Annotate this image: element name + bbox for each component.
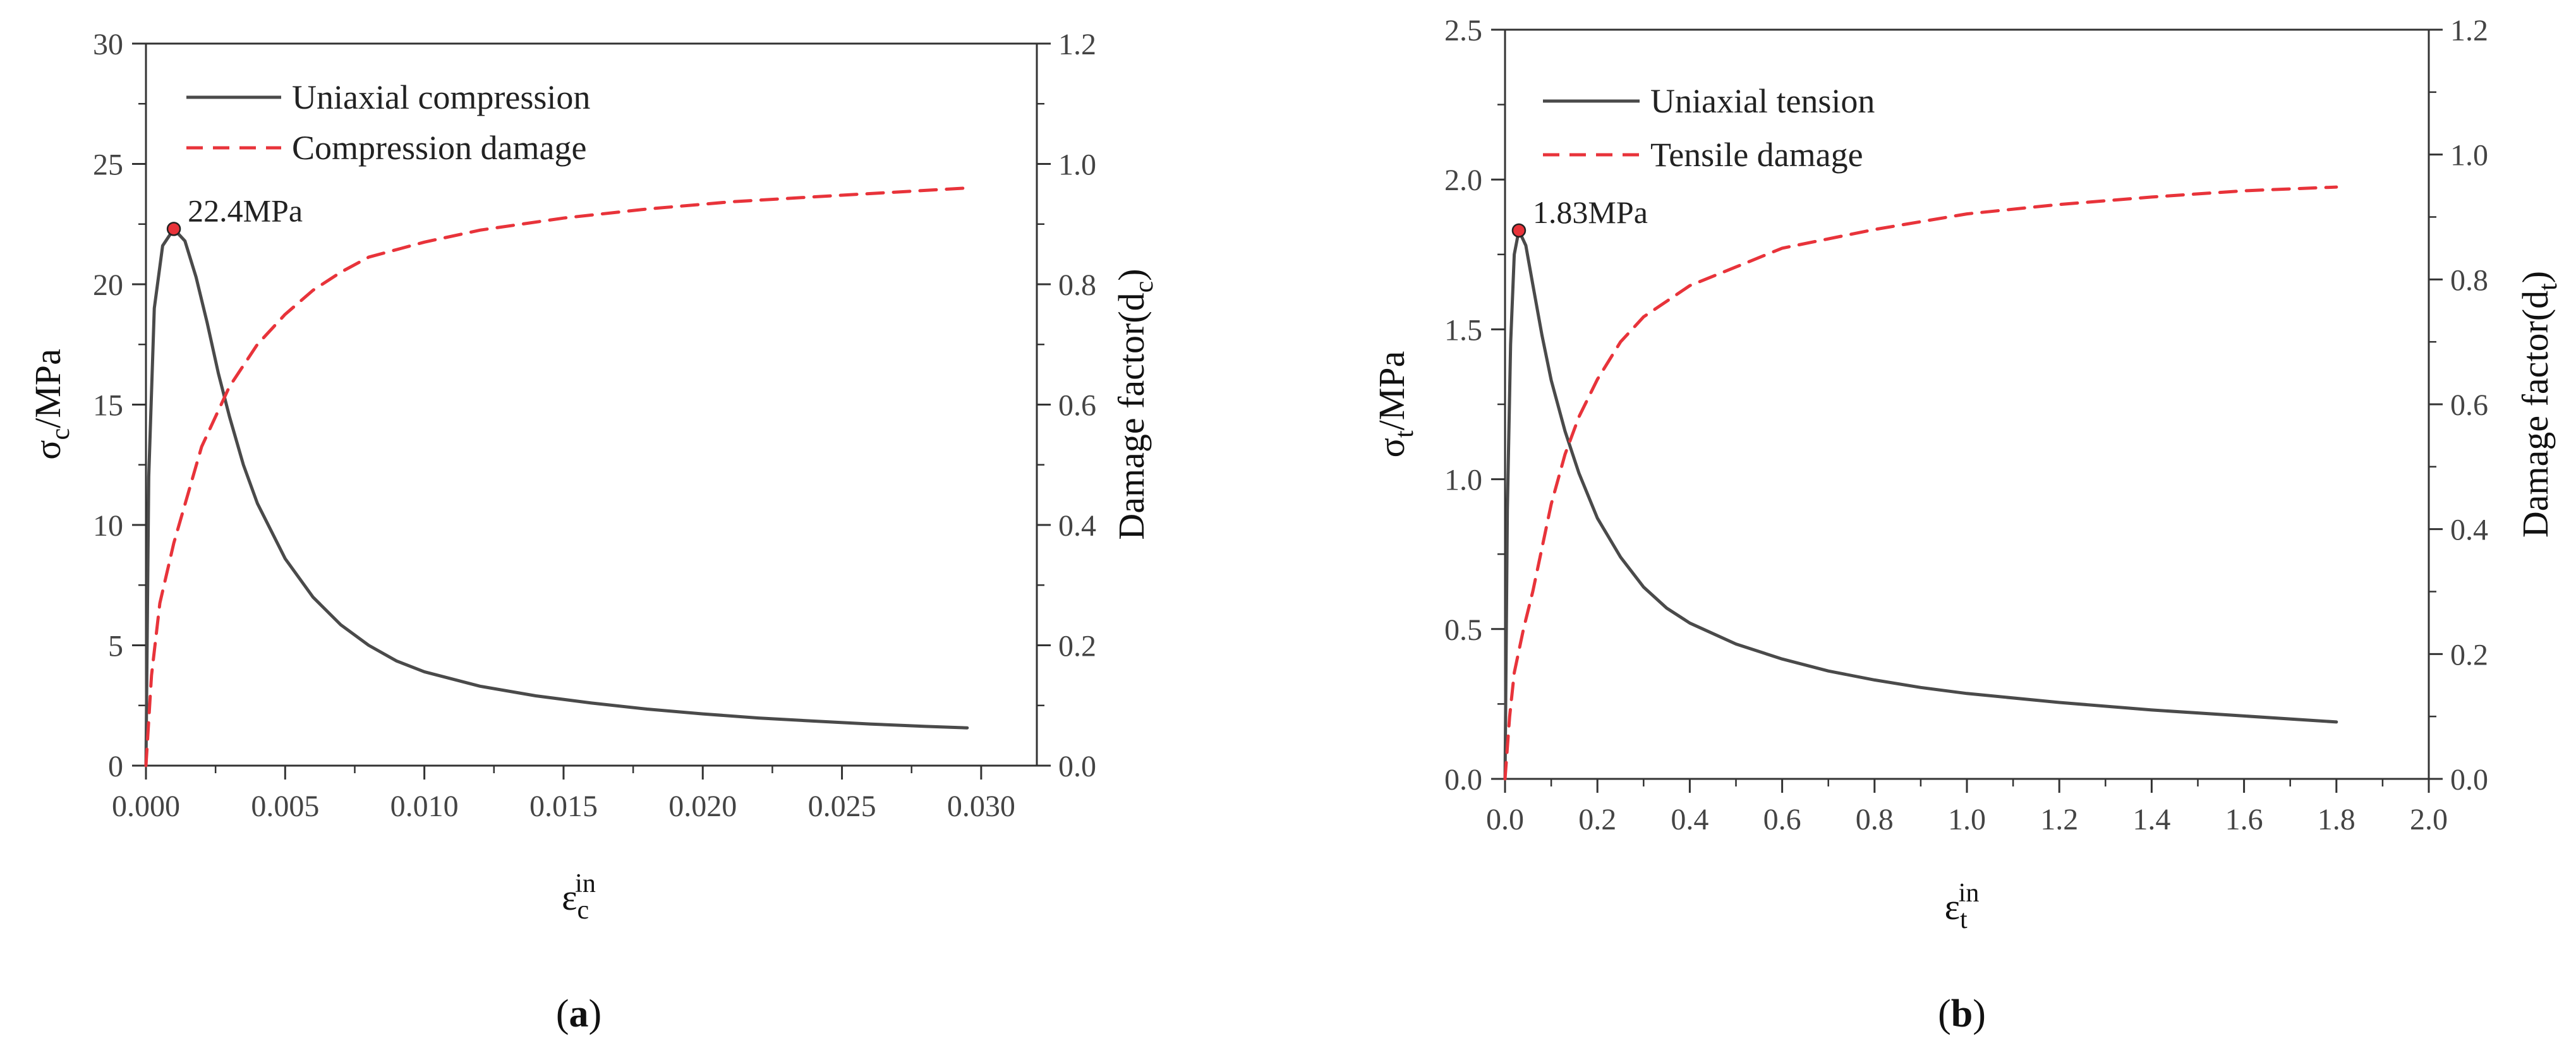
x-tick-label: 2.0 xyxy=(2410,803,2448,836)
x-tick-label: 1.2 xyxy=(2040,803,2078,836)
legend-label-compression-damage: Compression damage xyxy=(292,129,586,167)
series-line-compression-damage xyxy=(144,186,969,768)
peak-marker xyxy=(1511,223,1527,238)
y-right-tick-label: 0.0 xyxy=(2450,763,2488,797)
y-right-tick-label: 0.6 xyxy=(2450,388,2488,422)
legend-label-tensile-damage: Tensile damage xyxy=(1650,136,1863,174)
x-tick-label: 1.4 xyxy=(2132,803,2170,836)
series-line-tensile-damage xyxy=(1503,185,2338,781)
y-right-tick-label: 0.6 xyxy=(1058,389,1096,423)
y-right-tick-label: 0.4 xyxy=(2450,514,2488,547)
y-left-tick-label: 25 xyxy=(93,148,123,182)
y-left-tick-label: 15 xyxy=(93,389,123,423)
x-tick-label: 0.025 xyxy=(808,790,876,823)
y-right-tick-label: 0.8 xyxy=(2450,263,2488,297)
y-right-tick-label: 0.8 xyxy=(1058,268,1096,302)
y-left-tick-label: 1.5 xyxy=(1444,313,1482,347)
legend-label-tension: Uniaxial tension xyxy=(1650,82,1875,120)
plot-frame xyxy=(1504,28,2430,780)
panel-label-a: (a) xyxy=(556,992,602,1035)
y-left-tick-label: 10 xyxy=(93,509,123,543)
y-left-tick-label: 2.5 xyxy=(1444,14,1482,47)
peak-label: 22.4MPa xyxy=(188,193,303,228)
peak-label: 1.83MPa xyxy=(1533,195,1648,230)
legend-label-compression: Uniaxial compression xyxy=(292,78,590,116)
y-axis-label-left: σc/MPa xyxy=(27,349,75,460)
y-right-tick-label: 1.0 xyxy=(2450,139,2488,172)
plot-frame xyxy=(145,42,1038,767)
x-tick-label: 1.0 xyxy=(1948,803,1986,836)
y-left-tick-label: 0.0 xyxy=(1444,763,1482,797)
x-tick-label: 0.000 xyxy=(112,790,180,823)
y-axis-label-right: Damage factor(dc) xyxy=(1111,268,1159,539)
x-axis-label: εcin xyxy=(562,869,596,925)
series-line-uniaxial-tension xyxy=(1503,229,2338,781)
y-right-tick-label: 1.0 xyxy=(1058,148,1096,182)
y-right-tick-label: 1.2 xyxy=(1058,28,1096,61)
x-tick-label: 0.0 xyxy=(1486,803,1524,836)
panel-label-b: (b) xyxy=(1938,992,1986,1035)
x-tick-label: 0.8 xyxy=(1856,803,1894,836)
y-axis-label-left: σt/MPa xyxy=(1371,351,1419,458)
x-tick-label: 0.005 xyxy=(251,790,319,823)
x-tick-label: 0.015 xyxy=(529,790,598,823)
y-left-tick-label: 5 xyxy=(108,630,123,663)
legend: Uniaxial compression Compression damage xyxy=(186,78,590,167)
panel-b: 0.0 0.2 0.4 0.6 0.8 1.0 1.2 1.4 1.6 1.8 2.0 0.0 0.5… xyxy=(1371,14,2563,1035)
x-tick-label: 0.2 xyxy=(1578,803,1616,836)
y-right-tick-label: 0.0 xyxy=(1058,750,1096,783)
x-tick-label: 0.010 xyxy=(390,790,459,823)
peak-marker xyxy=(166,222,181,236)
x-tick-label: 0.020 xyxy=(668,790,737,823)
y-left-tick-label: 2.0 xyxy=(1444,164,1482,197)
x-tick-label: 1.6 xyxy=(2225,803,2263,836)
y-right-tick-label: 0.4 xyxy=(1058,509,1096,543)
y-axis-label-right: Damage factor(dt) xyxy=(2515,271,2563,538)
y-left-tick-label: 30 xyxy=(93,28,123,61)
panel-a: 0.000 0.005 0.010 0.015 0.020 0.025 0.030 0510… xyxy=(27,28,1159,1035)
y-left-tick-label: 0 xyxy=(108,750,123,783)
y-left-tick-label: 1.0 xyxy=(1444,464,1482,497)
y-right-tick-label: 0.2 xyxy=(1058,630,1096,663)
x-tick-label: 0.6 xyxy=(1763,803,1801,836)
x-tick-label: 1.8 xyxy=(2318,803,2355,836)
series-line-uniaxial-compression xyxy=(144,227,969,768)
y-left-tick-label: 0.5 xyxy=(1444,613,1482,647)
x-axis-label: εtin xyxy=(1945,879,1980,934)
x-tick-label: 0.4 xyxy=(1671,803,1708,836)
y-right-tick-label: 1.2 xyxy=(2450,14,2488,47)
legend: Uniaxial tension Tensile damage xyxy=(1543,82,1875,174)
x-tick-label: 0.030 xyxy=(947,790,1015,823)
y-left-tick-label: 20 xyxy=(93,268,123,302)
y-right-tick-label: 0.2 xyxy=(2450,638,2488,672)
